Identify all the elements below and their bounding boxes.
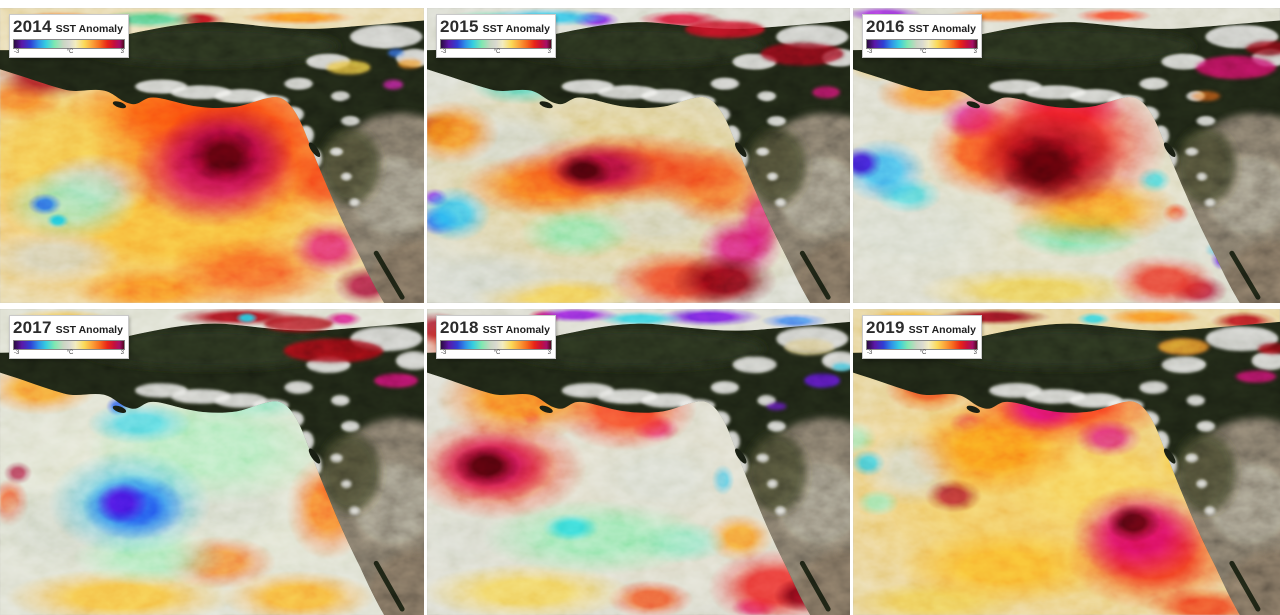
colorbar-min: -3 <box>14 49 20 55</box>
colorbar-ticks: -3 °C 3 <box>866 49 978 56</box>
map-panel-2019: 2019 SST Anomaly -3 °C 3 <box>853 309 1280 615</box>
colorbar-min: -3 <box>14 350 20 356</box>
legend-box: 2014 SST Anomaly -3 °C 3 <box>9 14 129 58</box>
colorbar-unit: °C <box>493 350 501 356</box>
colorbar-unit: °C <box>919 49 927 55</box>
colorbar-max: 3 <box>973 49 977 55</box>
colorbar-ticks: -3 °C 3 <box>866 350 978 357</box>
colorbar-min: -3 <box>441 350 447 356</box>
legend-box: 2016 SST Anomaly -3 °C 3 <box>862 14 982 58</box>
colorbar-unit: °C <box>919 350 927 356</box>
colorbar-unit: °C <box>66 350 74 356</box>
sst-anomaly-label: SST Anomaly <box>482 324 550 336</box>
colorbar-ticks: -3 °C 3 <box>440 350 552 357</box>
colorbar-max: 3 <box>120 49 124 55</box>
colorbar-unit: °C <box>66 49 74 55</box>
colorbar-gradient <box>866 39 978 49</box>
sst-anomaly-label: SST Anomaly <box>482 23 550 35</box>
colorbar-ticks: -3 °C 3 <box>13 350 125 357</box>
legend-box: 2017 SST Anomaly -3 °C 3 <box>9 315 129 359</box>
colorbar-gradient <box>13 340 125 350</box>
legend-box: 2019 SST Anomaly -3 °C 3 <box>862 315 982 359</box>
year-label: 2016 <box>866 17 905 36</box>
year-label: 2017 <box>13 318 52 337</box>
colorbar-min: -3 <box>867 49 873 55</box>
year-label: 2019 <box>866 318 905 337</box>
colorbar-ticks: -3 °C 3 <box>440 49 552 56</box>
colorbar-max: 3 <box>120 350 124 356</box>
colorbar-unit: °C <box>493 49 501 55</box>
year-label: 2018 <box>440 318 479 337</box>
colorbar-max: 3 <box>973 350 977 356</box>
colorbar-min: -3 <box>867 350 873 356</box>
colorbar-min: -3 <box>441 49 447 55</box>
colorbar-gradient <box>866 340 978 350</box>
colorbar-gradient <box>13 39 125 49</box>
colorbar-max: 3 <box>547 49 551 55</box>
legend-box: 2015 SST Anomaly -3 °C 3 <box>436 14 556 58</box>
sst-anomaly-label: SST Anomaly <box>908 324 976 336</box>
year-label: 2014 <box>13 17 52 36</box>
colorbar-gradient <box>440 340 552 350</box>
map-panel-2015: 2015 SST Anomaly -3 °C 3 <box>427 8 850 303</box>
colorbar-ticks: -3 °C 3 <box>13 49 125 56</box>
sst-anomaly-label: SST Anomaly <box>908 23 976 35</box>
map-panel-2018: 2018 SST Anomaly -3 °C 3 <box>427 309 850 615</box>
map-panel-2016: 2016 SST Anomaly -3 °C 3 <box>853 8 1280 303</box>
map-panel-2017: 2017 SST Anomaly -3 °C 3 <box>0 309 424 615</box>
colorbar-gradient <box>440 39 552 49</box>
sst-anomaly-label: SST Anomaly <box>55 23 123 35</box>
colorbar-max: 3 <box>547 350 551 356</box>
map-panel-2014: 2014 SST Anomaly -3 °C 3 <box>0 8 424 303</box>
legend-box: 2018 SST Anomaly -3 °C 3 <box>436 315 556 359</box>
year-label: 2015 <box>440 17 479 36</box>
sst-anomaly-label: SST Anomaly <box>55 324 123 336</box>
